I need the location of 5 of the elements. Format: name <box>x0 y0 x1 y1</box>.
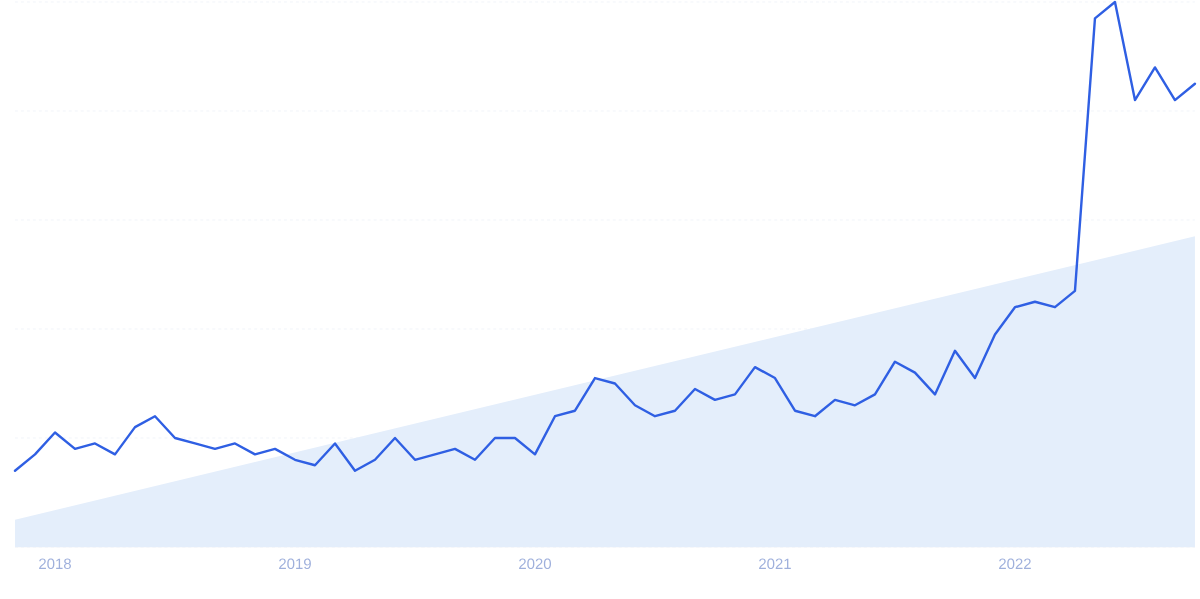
x-tick-label: 2021 <box>759 558 791 570</box>
x-tick-label: 2022 <box>999 558 1031 570</box>
x-tick-label: 2018 <box>39 558 71 570</box>
x-tick-label: 2020 <box>519 558 552 570</box>
x-tick-label: 2019 <box>279 558 311 570</box>
